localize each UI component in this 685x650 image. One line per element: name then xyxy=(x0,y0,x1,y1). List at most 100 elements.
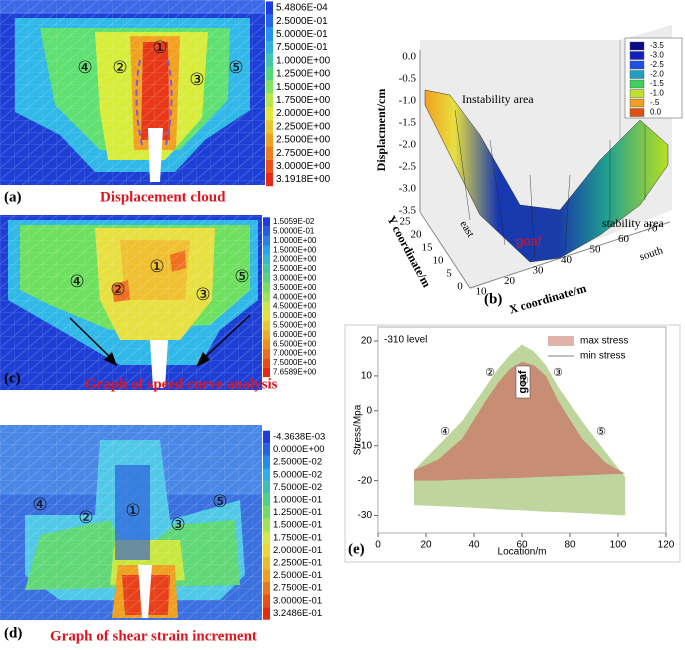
legend-swatch xyxy=(629,98,645,108)
subtitle: -310 level xyxy=(384,335,427,346)
colorbar-swatch xyxy=(263,468,270,482)
colorbar-label: 1.5000E+00 xyxy=(273,245,317,254)
colorbar-swatch xyxy=(263,594,270,608)
annotation: ② xyxy=(485,367,495,379)
colorbar-label: 2.0000E+00 xyxy=(273,255,317,264)
colorbar-swatch xyxy=(266,159,273,173)
x-tick-label: 40 xyxy=(561,254,573,266)
colorbar-swatch xyxy=(263,236,270,246)
colorbar-label: 2.5000E-01 xyxy=(273,570,322,581)
colorbar-swatch xyxy=(263,348,270,359)
colorbar-label: 1.0000E-01 xyxy=(273,495,322,506)
colorbar-swatch xyxy=(263,569,270,582)
colorbar-swatch xyxy=(263,254,270,265)
colorbar-swatch xyxy=(263,245,270,255)
annotation: south xyxy=(638,244,665,263)
annotation: goaf xyxy=(517,370,529,394)
colorbar-label: 2.5000E+00 xyxy=(276,135,331,146)
colorbar-swatch xyxy=(263,367,270,378)
x-tick-label: 50 xyxy=(590,244,602,256)
colorbar-swatch xyxy=(263,273,270,284)
colorbar-label: 5.5000E+00 xyxy=(273,321,317,330)
zone-label: ① xyxy=(152,38,167,58)
colorbar-label: 7.5000E-01 xyxy=(276,42,328,53)
colorbar-label: 2.5000E+00 xyxy=(273,264,317,273)
colorbar-label: 7.5000E+00 xyxy=(273,358,317,367)
colorbar-label: 1.2500E-01 xyxy=(273,507,322,518)
annotation: ① xyxy=(519,375,529,387)
cloud-d xyxy=(0,425,262,620)
colorbar-label: 2.2500E+00 xyxy=(276,121,331,132)
y-axis-label: Stress/Mpa xyxy=(353,404,364,455)
colorbar-swatch xyxy=(266,133,273,147)
legend-swatch xyxy=(548,336,574,346)
z-tick-label: 0.0 xyxy=(402,51,416,63)
legend-swatch xyxy=(629,79,645,89)
colorbar-swatch xyxy=(263,531,270,545)
colorbar-swatch xyxy=(263,330,270,340)
colorbar-swatch xyxy=(266,173,273,187)
colorbar-label: 1.5059E-02 xyxy=(273,217,315,226)
colorbar-swatch xyxy=(266,27,273,41)
annotation: ③ xyxy=(553,367,563,379)
stress-area xyxy=(414,361,626,481)
colorbar-label: 7.5000E-02 xyxy=(273,482,322,493)
z-tick-label: -3.0 xyxy=(399,183,417,195)
z-tick-label: -2.0 xyxy=(399,139,417,151)
colorbar-label: 5.0000E-01 xyxy=(276,29,328,40)
legend-label: -2.5 xyxy=(650,60,664,69)
colorbar-swatch xyxy=(263,301,270,312)
x-tick-label: 100 xyxy=(610,540,627,551)
colorbar-swatch xyxy=(263,264,270,274)
colorbar-swatch xyxy=(266,1,273,15)
x-tick-label: 80 xyxy=(564,540,576,551)
legend-label: -1.0 xyxy=(650,89,664,98)
zone-label: ③ xyxy=(189,70,204,90)
x-axis-label: X coordinate/m xyxy=(507,281,587,316)
z-tick-label: -3.5 xyxy=(399,205,417,217)
colorbar-swatch xyxy=(263,544,270,557)
y-tick-label: -20 xyxy=(358,475,373,486)
colorbar-swatch xyxy=(263,217,270,227)
legend-swatch xyxy=(629,70,645,79)
caption: Graph of speed curve analysis xyxy=(85,376,278,392)
colorbar-label: 1.5000E-01 xyxy=(273,520,322,531)
colorbar-swatch xyxy=(266,120,273,134)
legend-label: -3.0 xyxy=(650,51,664,60)
x-tick-label: 20 xyxy=(420,540,432,551)
zone-label: ④ xyxy=(69,272,84,292)
colorbar-label: 7.0000E+00 xyxy=(273,349,317,358)
y-tick-label: 0 xyxy=(457,281,463,293)
y-tick-label: 10 xyxy=(361,371,373,382)
colorbar-swatch xyxy=(263,226,270,237)
colorbar-label: 2.2500E-01 xyxy=(273,558,322,569)
y-tick-label: 20 xyxy=(411,229,423,241)
colorbar-label: 2.7500E+00 xyxy=(276,148,331,159)
zone-label: ① xyxy=(125,501,140,521)
colorbar-swatch xyxy=(263,556,270,570)
zone-label: ⑤ xyxy=(228,58,243,78)
cloud-c xyxy=(0,215,262,390)
x-tick-label: 60 xyxy=(516,540,528,551)
colorbar-label: -4.3638E-03 xyxy=(273,432,325,443)
colorbar-label: 1.0000E+00 xyxy=(273,236,317,245)
cloud-a xyxy=(0,0,265,185)
y-tick-label: -30 xyxy=(358,510,373,521)
legend-swatch xyxy=(629,108,645,117)
x-tick-label: 60 xyxy=(618,233,630,245)
colorbar-label: 0.0000E+00 xyxy=(273,444,325,455)
caption: Graph of shear strain increment xyxy=(50,628,257,644)
annotation: ④ xyxy=(440,426,450,438)
colorbar-swatch xyxy=(266,107,273,121)
x-tick-label: 40 xyxy=(468,540,480,551)
colorbar-label: 5.0000E-01 xyxy=(273,227,315,236)
y-tick-label: 25 xyxy=(400,216,412,228)
colorbar-swatch xyxy=(266,80,273,94)
colorbar-label: 2.0000E+00 xyxy=(276,108,331,119)
zone-label: ② xyxy=(110,280,125,300)
colorbar-label: 3.0000E+00 xyxy=(276,161,331,172)
zone-label: ⑤ xyxy=(234,267,249,287)
colorbar-swatch xyxy=(266,54,273,68)
legend-label: -.5 xyxy=(650,98,660,107)
